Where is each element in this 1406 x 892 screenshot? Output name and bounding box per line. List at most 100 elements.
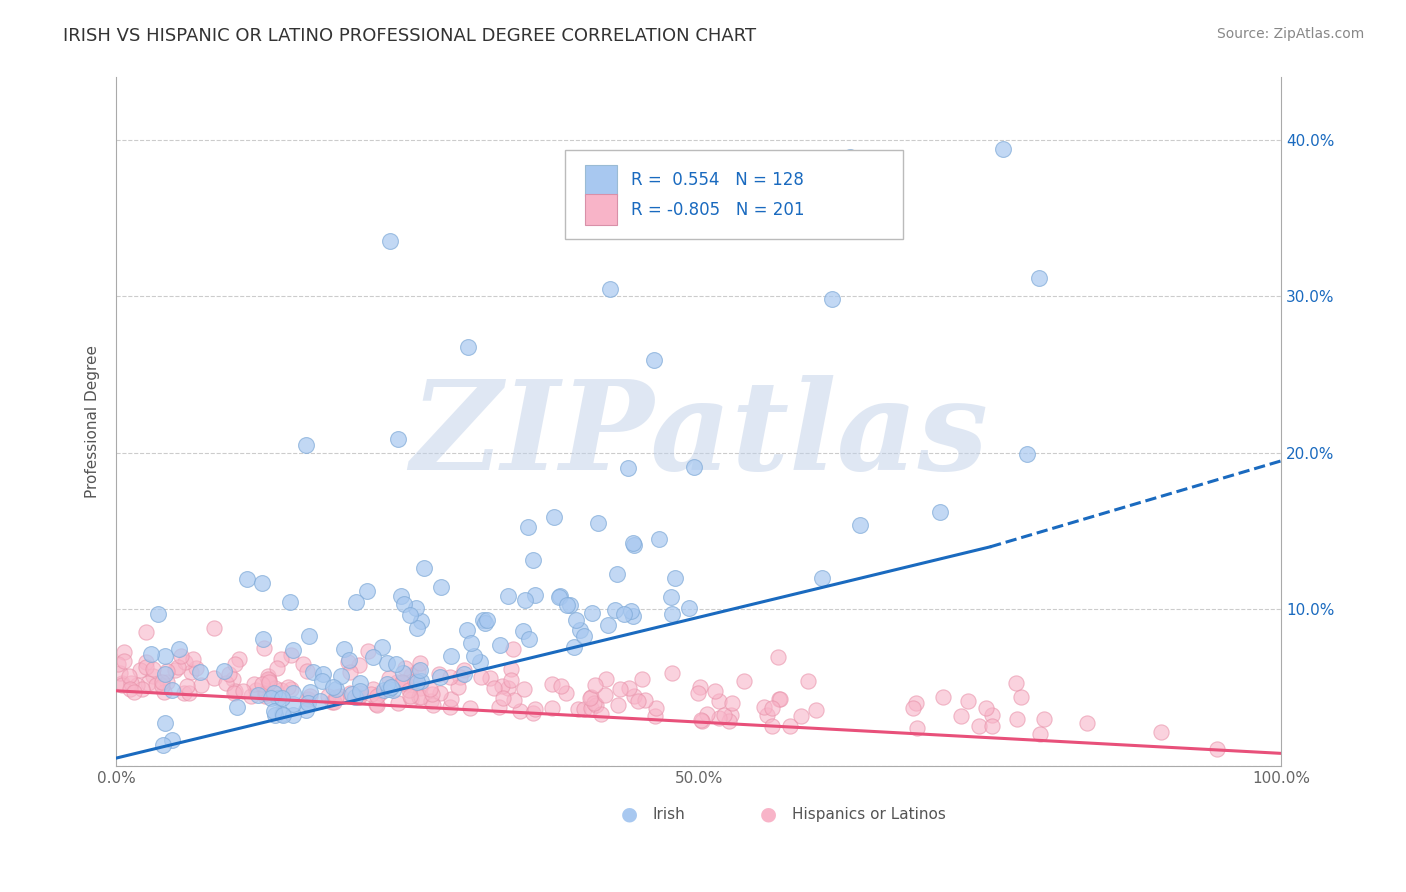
Point (603, 603, 626, 617)
Point (321, 695, 343, 709)
Point (294, 438, 316, 452)
Point (474, 616, 496, 631)
Point (260, 690, 283, 705)
Point (406, 622, 429, 636)
Point (429, 669, 451, 683)
Point (457, 341, 479, 355)
Point (392, 597, 415, 611)
Point (617, 461, 640, 475)
Point (173, 685, 195, 699)
Point (256, 673, 278, 687)
Point (384, 657, 406, 671)
Point (378, 681, 401, 696)
Point (439, 700, 461, 714)
Point (453, 666, 475, 681)
Point (509, 704, 531, 718)
Point (589, 706, 612, 721)
Point (394, 660, 416, 674)
Point (361, 682, 384, 697)
Point (620, 604, 643, 618)
Point (609, 681, 631, 696)
Point (981, 718, 1004, 732)
Point (271, 706, 294, 721)
Point (366, 698, 388, 712)
Point (236, 572, 259, 586)
Point (678, 601, 700, 615)
Text: ●: ● (620, 805, 637, 823)
Point (373, 682, 395, 697)
Point (664, 571, 686, 585)
Point (905, 696, 928, 710)
Point (707, 711, 730, 725)
Point (297, 696, 319, 710)
Point (188, 665, 211, 680)
Point (160, 682, 183, 697)
Point (409, 690, 432, 704)
Point (981, 708, 1004, 723)
Point (311, 673, 333, 688)
Point (548, 590, 571, 604)
Point (136, 675, 159, 690)
Point (214, 676, 236, 690)
Point (849, 518, 872, 533)
Point (318, 689, 340, 703)
Point (145, 678, 167, 692)
Point (583, 678, 606, 692)
Point (349, 683, 371, 698)
Point (839, 150, 862, 164)
Point (399, 689, 422, 703)
Point (1010, 690, 1032, 704)
Point (281, 686, 304, 700)
Point (901, 700, 924, 714)
Point (409, 656, 432, 670)
Point (232, 684, 254, 698)
Point (329, 690, 352, 704)
Point (180, 665, 202, 680)
Point (378, 671, 401, 685)
Point (599, 282, 621, 296)
Point (522, 553, 544, 567)
Point (226, 700, 249, 714)
Point (266, 690, 288, 705)
Point (929, 505, 952, 519)
Point (558, 598, 581, 612)
Point (257, 669, 280, 683)
Point (170, 648, 193, 663)
Point (280, 648, 302, 662)
Point (496, 681, 519, 695)
Text: IRISH VS HISPANIC OR LATINO PROFESSIONAL DEGREE CORRELATION CHART: IRISH VS HISPANIC OR LATINO PROFESSIONAL… (63, 27, 756, 45)
Point (721, 696, 744, 710)
Point (447, 680, 470, 694)
Point (391, 675, 413, 690)
Point (204, 621, 226, 635)
Point (733, 673, 755, 688)
Point (689, 713, 711, 727)
Point (252, 632, 274, 646)
Point (463, 649, 485, 664)
Point (131, 681, 153, 696)
Point (254, 686, 277, 700)
Point (347, 657, 370, 672)
Point (969, 719, 991, 733)
Point (581, 607, 603, 621)
Point (931, 690, 953, 704)
Point (621, 204, 644, 219)
Point (120, 681, 142, 696)
Point (579, 701, 602, 715)
Point (472, 613, 495, 627)
Point (713, 708, 735, 723)
Point (404, 674, 426, 689)
Point (257, 675, 280, 690)
Point (281, 643, 304, 657)
Point (329, 669, 352, 683)
Point (478, 672, 501, 686)
Point (254, 685, 277, 699)
Point (385, 675, 408, 690)
Text: Hispanics or Latinos: Hispanics or Latinos (792, 806, 946, 822)
Point (633, 693, 655, 707)
Point (993, 142, 1015, 156)
Point (430, 581, 453, 595)
Point (322, 695, 344, 709)
Point (280, 682, 302, 697)
Point (309, 693, 332, 707)
